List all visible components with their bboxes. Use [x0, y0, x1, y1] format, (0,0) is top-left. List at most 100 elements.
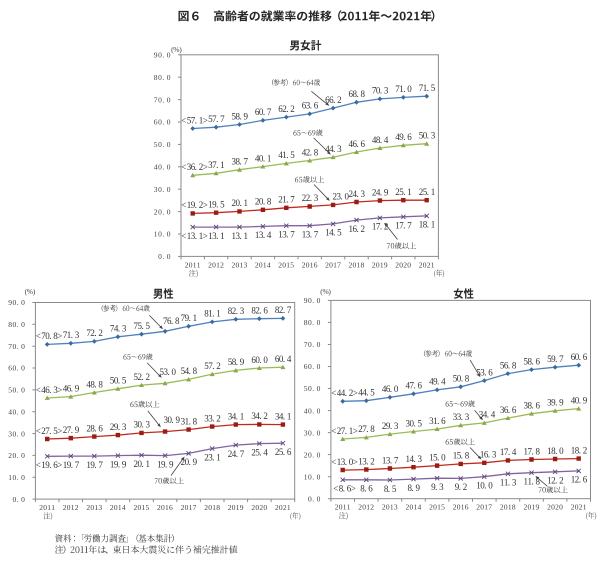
svg-text:2019: 2019 — [372, 260, 388, 269]
svg-text:(%): (%) — [25, 287, 36, 296]
svg-text:50.3: 50.3 — [419, 131, 436, 141]
svg-text:50.0: 50.0 — [8, 386, 25, 395]
svg-text:2013: 2013 — [232, 260, 248, 269]
svg-text:10.0: 10.0 — [476, 481, 493, 491]
svg-text:18.0: 18.0 — [547, 446, 564, 456]
svg-text:50.0: 50.0 — [154, 140, 171, 149]
svg-text:79.1: 79.1 — [181, 313, 198, 323]
svg-text:31.6: 31.6 — [429, 416, 446, 426]
svg-text:37.1: 37.1 — [208, 160, 225, 170]
svg-text:<8.6>: <8.6> — [333, 484, 356, 494]
svg-text:74.3: 74.3 — [110, 324, 127, 334]
svg-text:34.4: 34.4 — [479, 410, 496, 420]
svg-text:54.8: 54.8 — [181, 366, 198, 376]
svg-text:2021: 2021 — [275, 503, 291, 512]
svg-text:50.0: 50.0 — [304, 384, 321, 393]
svg-text:76.8: 76.8 — [163, 316, 180, 326]
svg-text:<27.1>: <27.1> — [331, 426, 358, 436]
svg-text:27.9: 27.9 — [63, 425, 80, 435]
svg-text:34.1: 34.1 — [275, 411, 292, 421]
svg-text:2013: 2013 — [382, 503, 398, 512]
svg-text:11.3: 11.3 — [500, 478, 517, 488]
svg-text:33.3: 33.3 — [453, 412, 470, 422]
svg-text:10.0: 10.0 — [154, 230, 171, 239]
svg-text:30.5: 30.5 — [406, 418, 423, 428]
svg-text:2014: 2014 — [110, 503, 126, 512]
svg-text:82.6: 82.6 — [251, 306, 268, 316]
svg-text:41.5: 41.5 — [278, 150, 295, 160]
svg-text:2017: 2017 — [476, 503, 492, 512]
svg-text:2013: 2013 — [86, 503, 102, 512]
svg-text:2020: 2020 — [395, 260, 411, 269]
svg-text:34.2: 34.2 — [251, 411, 268, 421]
svg-text:25.1: 25.1 — [395, 187, 412, 197]
svg-text:15.0: 15.0 — [429, 452, 446, 462]
svg-text:90.0: 90.0 — [8, 298, 25, 307]
svg-text:<19.2>: <19.2> — [181, 200, 208, 210]
svg-text:48.8: 48.8 — [86, 379, 103, 389]
svg-text:2017: 2017 — [181, 503, 197, 512]
svg-text:<46.3>: <46.3> — [36, 385, 63, 395]
svg-text:30.0: 30.0 — [8, 429, 25, 438]
svg-text:20.9: 20.9 — [181, 457, 198, 467]
svg-text:47.6: 47.6 — [406, 381, 423, 391]
svg-text:71.5: 71.5 — [419, 83, 436, 93]
svg-text:59.7: 59.7 — [547, 354, 564, 364]
svg-text:2021: 2021 — [419, 260, 435, 269]
svg-text:2016: 2016 — [302, 260, 318, 269]
svg-text:90.0: 90.0 — [154, 51, 171, 60]
svg-text:31.8: 31.8 — [181, 416, 198, 426]
svg-text:30.0: 30.0 — [304, 428, 321, 437]
svg-text:2012: 2012 — [63, 503, 79, 512]
svg-text:40.9: 40.9 — [571, 395, 588, 405]
svg-text:50.5: 50.5 — [110, 376, 127, 386]
svg-text:<44.2>: <44.2> — [331, 388, 358, 398]
svg-text:63.6: 63.6 — [302, 101, 319, 111]
svg-text:70.3: 70.3 — [372, 86, 389, 96]
svg-text:58.9: 58.9 — [232, 111, 249, 121]
svg-text:<27.5>: <27.5> — [36, 426, 63, 436]
svg-text:21.7: 21.7 — [278, 195, 295, 205]
svg-text:57.2: 57.2 — [204, 361, 221, 371]
svg-text:10.0: 10.0 — [304, 472, 321, 481]
svg-text:48.4: 48.4 — [372, 135, 389, 145]
svg-text:70.0: 70.0 — [304, 340, 321, 349]
svg-text:13.7: 13.7 — [382, 455, 399, 465]
svg-text:28.6: 28.6 — [86, 423, 103, 433]
svg-text:24.9: 24.9 — [372, 187, 389, 197]
svg-text:2015: 2015 — [429, 503, 445, 512]
svg-text:24.7: 24.7 — [228, 449, 245, 459]
svg-text:2019: 2019 — [524, 503, 540, 512]
svg-text:60.7: 60.7 — [255, 107, 272, 117]
svg-text:46.0: 46.0 — [382, 384, 399, 394]
svg-text:2020: 2020 — [251, 503, 267, 512]
svg-text:17.4: 17.4 — [500, 447, 517, 457]
svg-text:60.0: 60.0 — [251, 355, 268, 365]
svg-text:62.2: 62.2 — [278, 104, 295, 114]
svg-text:(%): (%) — [320, 287, 331, 296]
svg-text:81.1: 81.1 — [204, 309, 221, 319]
svg-text:17.7: 17.7 — [395, 221, 412, 231]
svg-text:20.0: 20.0 — [8, 451, 25, 460]
svg-text:20.0: 20.0 — [304, 450, 321, 459]
svg-text:90.0: 90.0 — [304, 296, 321, 305]
svg-text:15.8: 15.8 — [453, 451, 470, 461]
svg-text:44.5: 44.5 — [358, 388, 375, 398]
svg-text:60.0: 60.0 — [304, 362, 321, 371]
svg-text:33.2: 33.2 — [204, 413, 221, 423]
svg-text:2015: 2015 — [278, 260, 294, 269]
svg-text:<36.2>: <36.2> — [181, 162, 208, 172]
svg-text:2015: 2015 — [133, 503, 149, 512]
svg-text:13.7: 13.7 — [302, 230, 319, 240]
svg-text:23.0: 23.0 — [333, 192, 350, 202]
svg-text:60.0: 60.0 — [8, 364, 25, 373]
svg-text:2012: 2012 — [208, 260, 224, 269]
svg-text:25.6: 25.6 — [275, 447, 292, 457]
svg-text:18.1: 18.1 — [419, 220, 436, 230]
svg-text:2011: 2011 — [39, 503, 55, 512]
svg-text:9.2: 9.2 — [455, 482, 468, 492]
svg-text:(%): (%) — [171, 45, 182, 54]
svg-text:52.2: 52.2 — [133, 372, 150, 382]
svg-text:2018: 2018 — [204, 503, 220, 512]
svg-text:2016: 2016 — [157, 503, 173, 512]
